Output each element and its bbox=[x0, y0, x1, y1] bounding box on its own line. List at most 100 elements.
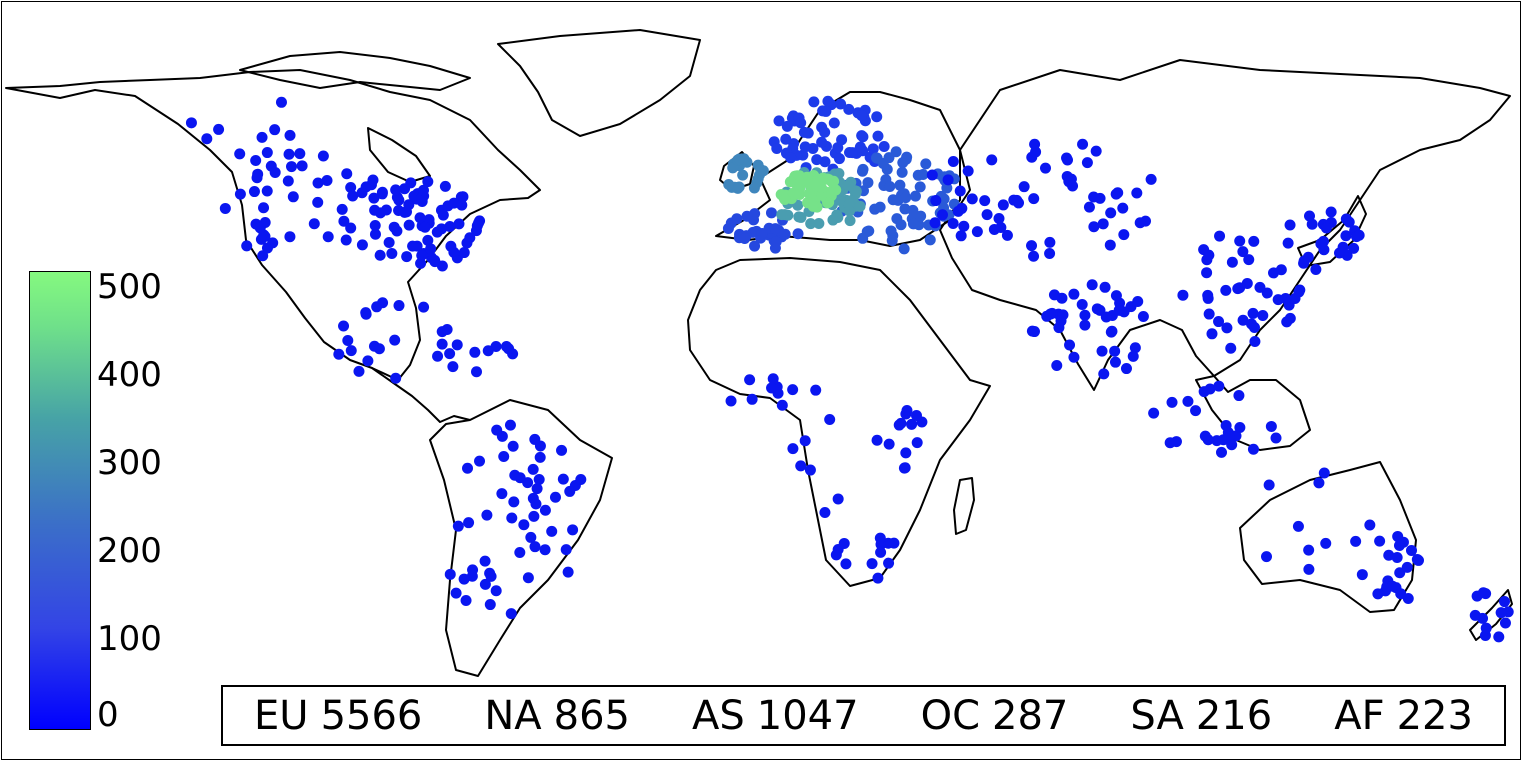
station-dot-europe bbox=[812, 173, 824, 185]
station-dot-japan bbox=[1282, 237, 1294, 249]
station-dot-south-america bbox=[452, 520, 464, 532]
station-dot-north-america bbox=[368, 192, 380, 204]
station-dot-central-america bbox=[333, 348, 345, 360]
station-dot-europe bbox=[741, 210, 753, 222]
station-dot-japan bbox=[1298, 255, 1310, 267]
station-dot-asia bbox=[1237, 246, 1249, 258]
station-dot-europe bbox=[808, 96, 820, 108]
station-dot-north-america bbox=[383, 237, 395, 249]
station-dot-asia bbox=[1132, 295, 1144, 307]
station-dot-southeast-asia bbox=[1166, 396, 1178, 408]
station-dot-europe bbox=[827, 214, 839, 226]
station-dot-europe bbox=[897, 157, 909, 169]
region-count: 223 bbox=[1396, 692, 1473, 739]
station-dot-north-america bbox=[287, 191, 299, 203]
station-dot-asia bbox=[926, 169, 938, 181]
station-dot-africa bbox=[766, 382, 778, 394]
station-dot-south-america bbox=[506, 512, 518, 524]
station-dot-japan bbox=[1315, 238, 1327, 250]
station-dot-europe bbox=[920, 158, 932, 170]
station-dot-asia bbox=[1088, 191, 1100, 203]
station-dot-north-america bbox=[390, 184, 402, 196]
station-dot-europe bbox=[894, 179, 906, 191]
station-dot-europe bbox=[785, 152, 797, 164]
region-entry: EU 5566 bbox=[254, 693, 422, 739]
station-dot-europe bbox=[874, 201, 886, 213]
station-dot-north-america bbox=[201, 133, 213, 145]
station-dot-japan bbox=[1304, 210, 1316, 222]
station-dot-southeast-asia bbox=[1148, 407, 1160, 419]
station-dot-north-america bbox=[283, 148, 295, 160]
station-dot-asia bbox=[1061, 152, 1073, 164]
station-dot-southeast-asia bbox=[1265, 420, 1277, 432]
station-dot-north-america bbox=[256, 131, 268, 143]
station-dot-north-america bbox=[425, 243, 437, 255]
colorbar-tick-label: 200 bbox=[97, 531, 162, 571]
region-count: 216 bbox=[1195, 692, 1273, 739]
station-dot-southeast-asia bbox=[1211, 435, 1223, 447]
station-dot-southeast-asia bbox=[1190, 405, 1202, 417]
station-dot-southeast-asia bbox=[1234, 422, 1246, 434]
station-dot-north-america bbox=[321, 174, 333, 186]
station-dot-asia bbox=[1145, 173, 1157, 185]
station-dot-africa bbox=[874, 532, 886, 544]
station-dot-europe bbox=[731, 213, 743, 225]
station-dot-asia bbox=[1097, 218, 1109, 230]
station-dot-north-america bbox=[185, 117, 197, 129]
station-dot-north-america bbox=[261, 185, 273, 197]
station-dot-japan bbox=[1348, 242, 1360, 254]
station-dot-africa bbox=[799, 435, 811, 447]
station-dot-europe bbox=[877, 157, 889, 169]
coastlines bbox=[5, 29, 1513, 677]
station-dot-europe bbox=[886, 235, 898, 247]
station-dot-asia bbox=[1280, 293, 1292, 305]
station-dot-europe bbox=[755, 164, 767, 176]
station-dot-asia bbox=[936, 209, 948, 221]
station-dot-north-america bbox=[294, 148, 306, 160]
station-dot-north-america bbox=[439, 180, 451, 192]
station-dot-south-america bbox=[496, 430, 508, 442]
station-dot-asia bbox=[1234, 282, 1246, 294]
station-dot-south-america bbox=[490, 585, 502, 597]
station-dot-central-america bbox=[338, 320, 350, 332]
station-dot-north-america bbox=[448, 246, 460, 258]
station-dot-europe bbox=[861, 226, 873, 238]
station-dot-north-america bbox=[341, 168, 353, 180]
station-dot-asia bbox=[962, 165, 974, 177]
station-dot-africa bbox=[838, 537, 850, 549]
station-dot-asia bbox=[1134, 217, 1146, 229]
station-dot-europe bbox=[722, 222, 734, 234]
station-dot-europe bbox=[878, 140, 890, 152]
station-dot-asia bbox=[1068, 288, 1080, 300]
region-entry: SA 216 bbox=[1130, 693, 1272, 739]
station-dot-south-america bbox=[460, 594, 472, 606]
station-dot-south-america bbox=[557, 473, 569, 485]
station-dot-asia bbox=[1109, 356, 1121, 368]
station-dot-south-america bbox=[528, 510, 540, 522]
station-dot-africa bbox=[830, 549, 842, 561]
station-dot-new-zealand bbox=[1499, 617, 1511, 629]
station-dot-asia bbox=[1120, 363, 1132, 375]
station-dot-australia bbox=[1292, 520, 1304, 532]
station-dot-europe bbox=[770, 236, 782, 248]
region-entry: AF 223 bbox=[1334, 693, 1473, 739]
station-dot-central-america bbox=[373, 343, 385, 355]
station-dot-caribbean bbox=[500, 341, 512, 353]
station-dot-europe bbox=[749, 240, 761, 252]
station-dot-japan bbox=[1337, 241, 1349, 253]
station-dot-north-america bbox=[419, 221, 431, 233]
station-dot-europe bbox=[854, 200, 866, 212]
station-dot-south-america bbox=[522, 477, 534, 489]
station-dot-north-america bbox=[234, 188, 246, 200]
station-dot-europe bbox=[835, 195, 847, 207]
station-dot-africa bbox=[875, 546, 887, 558]
station-dot-europe bbox=[907, 204, 919, 216]
station-dot-south-america bbox=[498, 451, 510, 463]
station-dot-asia bbox=[1129, 342, 1141, 354]
station-dot-asia bbox=[1275, 264, 1287, 276]
station-dot-europe bbox=[813, 217, 825, 229]
station-dot-asia bbox=[1117, 202, 1129, 214]
station-dot-australia bbox=[1350, 535, 1362, 547]
